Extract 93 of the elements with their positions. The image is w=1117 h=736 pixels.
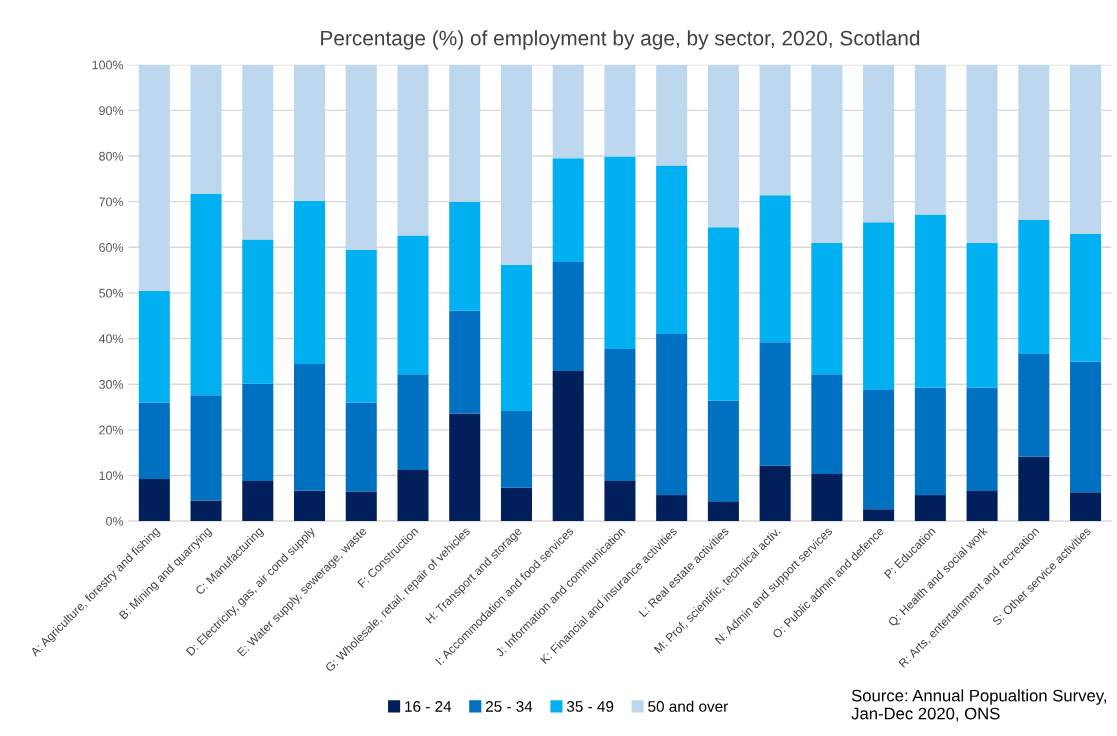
bar [449, 201, 481, 311]
bar [914, 387, 946, 496]
legend-label: 25 - 34 [485, 701, 533, 712]
bar [604, 64, 636, 157]
bar [656, 334, 688, 496]
y-tick-label: 40% [98, 334, 124, 344]
bar [656, 165, 688, 334]
bar [759, 195, 791, 343]
source-note: Source: Annual Popualtion Survey, Jan-Dec 2020, ONS [851, 689, 1107, 722]
bar [863, 64, 895, 223]
bar [345, 402, 377, 492]
bar [242, 383, 274, 481]
bar [707, 400, 739, 502]
bar [294, 364, 326, 491]
bar [914, 495, 946, 522]
bar [811, 242, 843, 375]
bar [552, 261, 584, 371]
bar [345, 250, 377, 403]
bar [759, 64, 791, 196]
bar [449, 413, 481, 522]
bar [190, 395, 222, 501]
bar [397, 235, 429, 375]
bar [707, 64, 739, 228]
bar [500, 264, 532, 412]
bar [863, 222, 895, 390]
bar [707, 227, 739, 401]
y-tick-label: 70% [99, 197, 124, 207]
bar [1018, 354, 1050, 457]
bar [242, 480, 274, 522]
bar [1070, 234, 1102, 362]
bar [397, 64, 429, 236]
legend-label: 16 - 24 [405, 701, 452, 712]
bar [656, 64, 688, 166]
chart-title: Percentage (%) of employment by age, by sector, 2020, Scotland [321, 30, 920, 50]
y-tick-label: 50% [99, 288, 124, 298]
bar [914, 64, 946, 215]
y-tick-label: 30% [99, 379, 124, 389]
bar [1070, 64, 1102, 235]
bar [759, 465, 791, 522]
bar [138, 290, 170, 403]
bar [190, 500, 222, 522]
bar [1018, 64, 1050, 220]
y-tick-label: 20% [99, 425, 124, 435]
y-tick-label: 0% [106, 516, 124, 526]
bar [294, 64, 326, 201]
bar [552, 370, 584, 522]
bar [811, 474, 843, 522]
bar [604, 349, 636, 481]
bar [811, 374, 843, 475]
bar [966, 64, 998, 243]
bar [294, 490, 326, 522]
bar [1018, 456, 1050, 522]
bar [604, 156, 636, 350]
legend-label: 50 and over [648, 700, 728, 712]
bar [1070, 492, 1102, 522]
bar [966, 387, 998, 491]
bar [345, 64, 377, 251]
bar [966, 490, 998, 522]
bar [707, 501, 739, 522]
bar [863, 389, 895, 510]
bar [604, 480, 636, 522]
bar [242, 64, 274, 240]
bar [500, 487, 532, 522]
legend-label: 35 - 49 [566, 701, 614, 712]
bar [397, 374, 429, 470]
bar [811, 64, 843, 243]
bar [1070, 361, 1102, 493]
bar [656, 495, 688, 522]
bar [242, 239, 274, 384]
bar [500, 64, 532, 265]
bar [552, 158, 584, 262]
y-tick-label: 60% [99, 243, 124, 252]
bar [294, 200, 326, 365]
bar [863, 509, 895, 522]
y-tick-label: 90% [99, 106, 124, 116]
bar [138, 402, 170, 480]
bar [190, 193, 222, 396]
bar [759, 342, 791, 466]
bar [190, 64, 222, 194]
bar [500, 411, 532, 488]
bar [914, 214, 946, 388]
bar [552, 64, 584, 159]
bar [1018, 219, 1050, 355]
bar [138, 479, 170, 522]
y-tick-label: 80% [99, 151, 124, 161]
bar [449, 310, 481, 414]
bar [397, 469, 429, 522]
bar [449, 64, 481, 202]
y-tick-label: 100% [92, 60, 124, 70]
bar [966, 242, 998, 388]
bar [345, 491, 377, 522]
y-tick-label: 10% [99, 471, 124, 481]
bar [138, 64, 170, 291]
